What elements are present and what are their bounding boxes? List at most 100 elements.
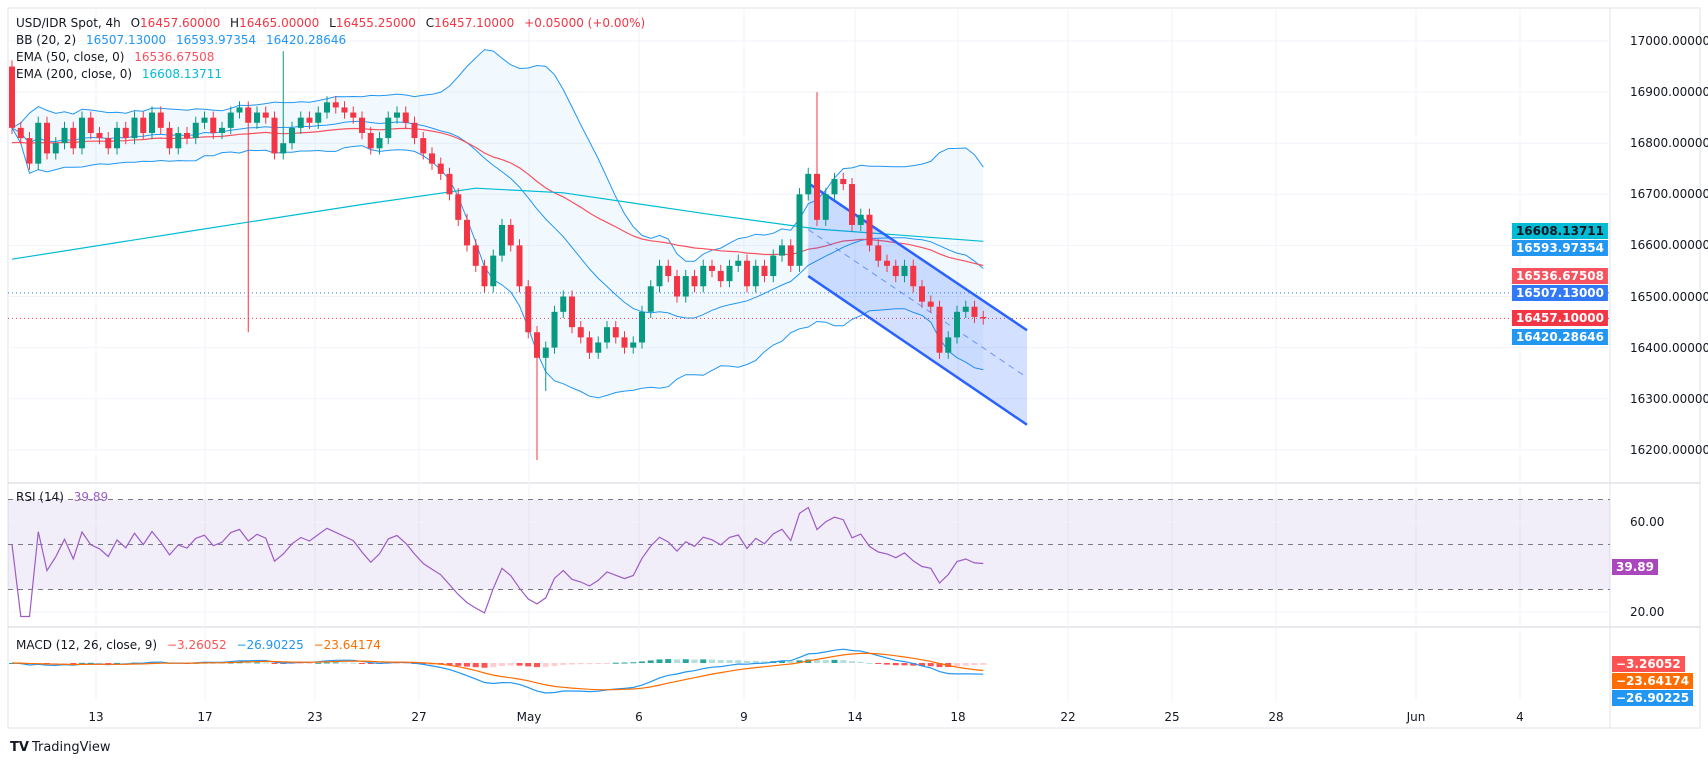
macd-histogram-bar xyxy=(901,663,908,666)
price-tag: 16593.97354 xyxy=(1511,240,1608,256)
candle-body xyxy=(884,260,890,266)
symbol-label[interactable]: USD/IDR Spot, 4h xyxy=(16,16,121,30)
macd-histogram-bar xyxy=(936,663,943,668)
candle-body xyxy=(770,255,777,277)
candle-body xyxy=(840,178,847,185)
ema50-line xyxy=(11,127,984,267)
candle-body xyxy=(857,214,864,225)
macd-histogram-bar xyxy=(884,663,890,665)
macd-histogram-bar xyxy=(420,663,427,664)
tradingview-logo[interactable]: TV TradingView xyxy=(10,740,110,755)
ema200-legend[interactable]: EMA (200, close, 0) 16608.13711 xyxy=(16,67,228,81)
candle-body xyxy=(385,117,392,139)
candle-body xyxy=(831,178,838,195)
macd-histogram-bar xyxy=(857,661,864,663)
bb-upper-line xyxy=(11,49,984,262)
candle-body xyxy=(980,316,987,319)
macd-histogram-bar xyxy=(262,662,269,664)
macd-histogram-bar xyxy=(796,660,803,663)
candle-body xyxy=(245,107,252,123)
candle-body xyxy=(175,132,182,149)
macd-histogram-bar xyxy=(114,662,120,664)
low-label: L xyxy=(329,16,336,30)
close-value: 16457.10000 xyxy=(434,16,515,30)
candle-body xyxy=(227,112,234,128)
ema200-value: 16608.13711 xyxy=(141,67,223,81)
macd-histogram-bar xyxy=(96,662,103,664)
candle-body xyxy=(586,337,593,353)
candle-body xyxy=(849,184,855,225)
candle-body xyxy=(157,112,164,128)
time-axis-label: 27 xyxy=(411,710,427,724)
candle-body xyxy=(359,117,365,133)
macd-histogram-bar xyxy=(612,662,619,664)
price-axis-label: 16600.00000 xyxy=(1630,238,1708,253)
bb-legend[interactable]: BB (20, 2) 16507.13000 16593.97354 16420… xyxy=(16,33,352,47)
macd-histogram-bar xyxy=(831,659,838,663)
ema50-legend[interactable]: EMA (50, close, 0) 16536.67508 xyxy=(16,50,220,64)
candle-body xyxy=(814,173,820,220)
price-tag: 16608.13711 xyxy=(1511,223,1608,239)
candle-body xyxy=(262,112,269,118)
macd-tag: −23.64174 xyxy=(1612,673,1694,689)
candle-body xyxy=(114,127,120,149)
channel-median-line xyxy=(807,229,1028,378)
high-label: H xyxy=(230,16,240,30)
candle-body xyxy=(971,306,978,317)
macd-histogram-bar xyxy=(297,663,304,664)
candle-body xyxy=(910,265,917,287)
candle-body xyxy=(647,286,654,312)
candle-body xyxy=(289,127,295,144)
time-axis-label: May xyxy=(516,710,542,724)
candle-body xyxy=(35,122,42,164)
open-value: 16457.60000 xyxy=(140,16,221,30)
macd-histogram-bar xyxy=(717,659,724,663)
candle-body xyxy=(796,194,803,266)
macd-histogram-bar xyxy=(481,663,488,668)
macd-histogram-bar xyxy=(464,663,470,667)
candle-body xyxy=(700,265,707,287)
candle-body xyxy=(210,117,217,133)
price-tag: 16536.67508 xyxy=(1511,268,1608,284)
candle-body xyxy=(639,311,645,343)
macd-legend[interactable]: MACD (12, 26, close, 9) −3.26052 −26.902… xyxy=(16,638,387,652)
macd-histogram-bar xyxy=(254,662,260,664)
rsi-legend[interactable]: RSI (14) 39.89 xyxy=(16,490,114,504)
macd-histogram-bar xyxy=(630,662,637,664)
candle-body xyxy=(875,245,882,261)
candle-body xyxy=(744,260,750,287)
candle-body xyxy=(490,255,497,287)
candle-body xyxy=(674,276,680,297)
macd-signal-value: −23.64174 xyxy=(313,638,381,652)
candle-body xyxy=(280,143,287,154)
candle-body xyxy=(892,265,899,277)
candle-body xyxy=(507,224,514,246)
candle-body xyxy=(105,138,112,149)
macd-histogram-bar xyxy=(569,663,575,665)
macd-histogram-bar xyxy=(674,659,680,663)
candle-body xyxy=(70,127,77,149)
macd-histogram-bar xyxy=(577,663,584,665)
macd-histogram-bar xyxy=(560,663,567,665)
candle-body xyxy=(499,224,505,256)
macd-histogram-bar xyxy=(954,663,960,667)
macd-histogram-bar xyxy=(79,662,85,664)
candle-body xyxy=(437,163,444,174)
candle-body xyxy=(306,117,313,123)
ema50-label: EMA (50, close, 0) xyxy=(16,50,125,64)
candle-body xyxy=(691,276,698,287)
macd-histogram-bar xyxy=(849,661,855,663)
bb-label: BB (20, 2) xyxy=(16,33,77,47)
macd-histogram-bar xyxy=(324,662,330,664)
candle-body xyxy=(61,127,68,144)
channel-upper-line xyxy=(807,182,1028,332)
macd-histogram-bar xyxy=(647,660,654,663)
candle-body xyxy=(420,138,427,154)
low-value: 16455.25000 xyxy=(335,16,416,30)
macd-histogram-bar xyxy=(306,663,313,664)
macd-histogram-bar xyxy=(875,663,882,664)
bb-upper-value: 16593.97354 xyxy=(176,33,257,47)
candle-body xyxy=(44,122,50,154)
candle-body xyxy=(297,117,304,128)
